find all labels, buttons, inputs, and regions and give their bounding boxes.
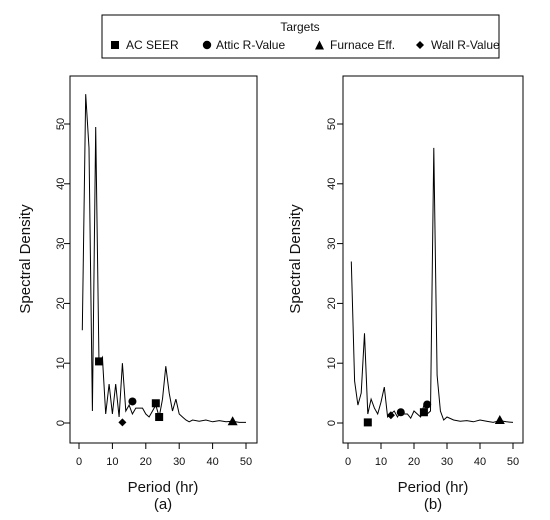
legend-entry-furnace-eff: Furnace Eff. (330, 38, 395, 52)
panel-b-y-tick-label-20: 20 (326, 297, 338, 309)
legend-entry-ac-seer: AC SEER (126, 38, 179, 52)
panel-a-y-axis-label: Spectral Density (17, 204, 34, 314)
legend-diamond-marker (416, 41, 424, 49)
panel-b-markers (363, 400, 505, 427)
legend-square-marker (111, 41, 119, 49)
panel-a-y-tick-label-20: 20 (55, 297, 67, 309)
panel-b-y-tick-label-0: 0 (326, 420, 338, 426)
panel-a-marker-ac-seer-2 (155, 413, 164, 422)
panel-a-marker-wall-r-value-4 (118, 418, 127, 427)
panel-b-marker-furnace-eff-5 (494, 415, 505, 425)
panel-a: 0 10 20 30 40 50 0 10 20 30 40 50 Spectral Density… (17, 75, 258, 513)
panel-a-x-tick-label-40: 40 (206, 456, 218, 468)
panel-b-marker-attic-r-value-3 (423, 400, 432, 409)
panel-b-y-ticks: 0 10 20 30 40 50 (326, 118, 343, 426)
panel-a-x-tick-label-0: 0 (76, 456, 82, 468)
legend-title: Targets (280, 20, 319, 34)
panel-b-x-tick-label-0: 0 (345, 456, 351, 468)
panel-b-x-tick-label-40: 40 (474, 456, 486, 468)
panel-b-y-axis-label: Spectral Density (287, 204, 304, 314)
legend-box (101, 14, 500, 59)
panel-a-marker-ac-seer-0 (95, 357, 104, 366)
panel-b-x-tick-label-10: 10 (375, 456, 387, 468)
panel-a-x-tick-label-20: 20 (140, 456, 152, 468)
panel-a-x-tick-label-50: 50 (240, 456, 252, 468)
panel-b-y-tick-label-30: 30 (326, 237, 338, 249)
panel-b-marker-ac-seer-1 (419, 408, 428, 417)
panel-a-plot-frame (69, 75, 258, 444)
panel-a-x-axis-label: Period (hr) (128, 479, 199, 496)
panel-a-y-tick-label-10: 10 (55, 357, 67, 369)
panel-b-label: (b) (424, 496, 442, 513)
panel-b-x-tick-label-30: 30 (441, 456, 453, 468)
panel-a-x-tick-label-30: 30 (173, 456, 185, 468)
panel-b-series-line (350, 147, 514, 423)
panel-b-y-tick-label-40: 40 (326, 178, 338, 190)
panel-a-marker-attic-r-value-3 (128, 397, 137, 406)
panel-b-y-tick-label-10: 10 (326, 357, 338, 369)
panel-a-y-tick-label-40: 40 (55, 178, 67, 190)
panel-b-y-tick-label-50: 50 (326, 118, 338, 130)
panel-a-x-tick-label-10: 10 (106, 456, 118, 468)
panel-a-marker-ac-seer-1 (151, 399, 160, 408)
panel-b-x-tick-label-20: 20 (408, 456, 420, 468)
panel-a-y-tick-label-50: 50 (55, 118, 67, 130)
panel-b-plot-frame (342, 75, 524, 444)
panel-a-y-ticks: 0 10 20 30 40 50 (55, 118, 70, 426)
panel-b-x-axis-label: Period (hr) (398, 479, 469, 496)
legend-entry-attic-r-value: Attic R-Value (216, 38, 285, 52)
panel-b-x-tick-label-50: 50 (507, 456, 519, 468)
panel-b-x-ticks: 0 10 20 30 40 50 (345, 443, 519, 468)
legend-circle-marker (202, 40, 212, 50)
panel-b-marker-wall-r-value-4 (386, 411, 395, 420)
panel-a-label: (a) (154, 496, 172, 513)
panel-a-y-tick-label-30: 30 (55, 237, 67, 249)
legend-entry-wall-r-value: Wall R-Value (431, 38, 500, 52)
panel-a-y-tick-label-0: 0 (55, 420, 67, 426)
panel-a-marker-furnace-eff-5 (227, 416, 238, 426)
legend: Targets AC SEER Attic R-Value Furnace Ef… (101, 14, 500, 59)
legend-triangle-marker (315, 40, 324, 50)
panel-b: 0 10 20 30 40 50 0 10 20 30 40 50 Spectral Density… (287, 75, 524, 513)
panel-b-marker-ac-seer-0 (363, 418, 372, 427)
panel-b-marker-attic-r-value-2 (396, 408, 405, 417)
panel-a-markers (95, 357, 238, 427)
panel-a-series-line (81, 94, 246, 423)
panel-a-x-ticks: 0 10 20 30 40 50 (76, 443, 252, 468)
